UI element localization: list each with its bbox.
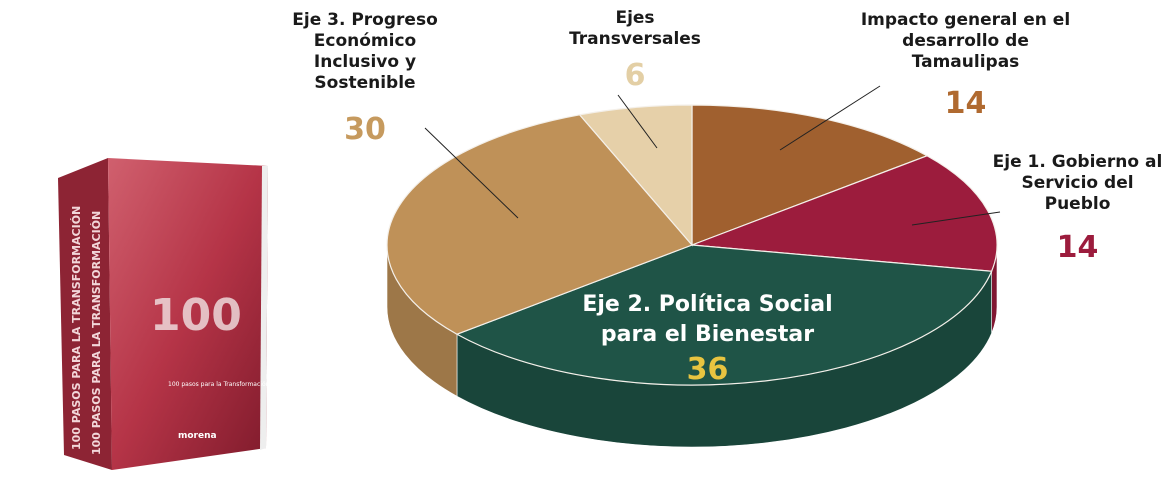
value-label: 14 (944, 86, 987, 121)
book: 100 PASOS PARA LA TRANSFORMACIÓN 100 PAS… (58, 158, 270, 470)
cover-title: 100 pasos para la Transformación (168, 381, 270, 388)
slice-label: Eje 2. Política Social para el Bienestar (582, 292, 833, 347)
slice-label: Ejes Transversales (569, 8, 701, 49)
slice (386, 114, 694, 335)
book-pages (260, 166, 268, 450)
value-label: 6 (624, 58, 646, 93)
spine-text: 100 PASOS PARA LA TRANSFORMACIÓN (90, 211, 103, 455)
slice-label: Impacto general en el desarrollo de Tama… (860, 10, 1071, 72)
leader-line (779, 85, 881, 151)
book-cover (108, 158, 268, 470)
slice (455, 244, 993, 386)
slice-label: Eje 1. Gobierno al Servicio del Pueblo (992, 152, 1163, 214)
slice-label: Eje 3. Progreso Económico Inclusivo y So… (292, 10, 438, 93)
value-label: 30 (344, 112, 386, 147)
leader-line (617, 94, 658, 149)
leader-line (424, 127, 519, 219)
slice (691, 104, 929, 246)
slice (691, 155, 998, 272)
cover-brand: morena (178, 431, 217, 441)
cover-numeral: 100 (150, 290, 242, 341)
book-spine (58, 158, 112, 470)
leader-line (911, 211, 1001, 226)
slice (578, 104, 693, 247)
value-label: 36 (686, 352, 729, 387)
pie (386, 104, 998, 448)
value-label: 14 (1056, 230, 1099, 265)
spine-text: 100 PASOS PARA LA TRANSFORMACIÓN (70, 206, 83, 450)
